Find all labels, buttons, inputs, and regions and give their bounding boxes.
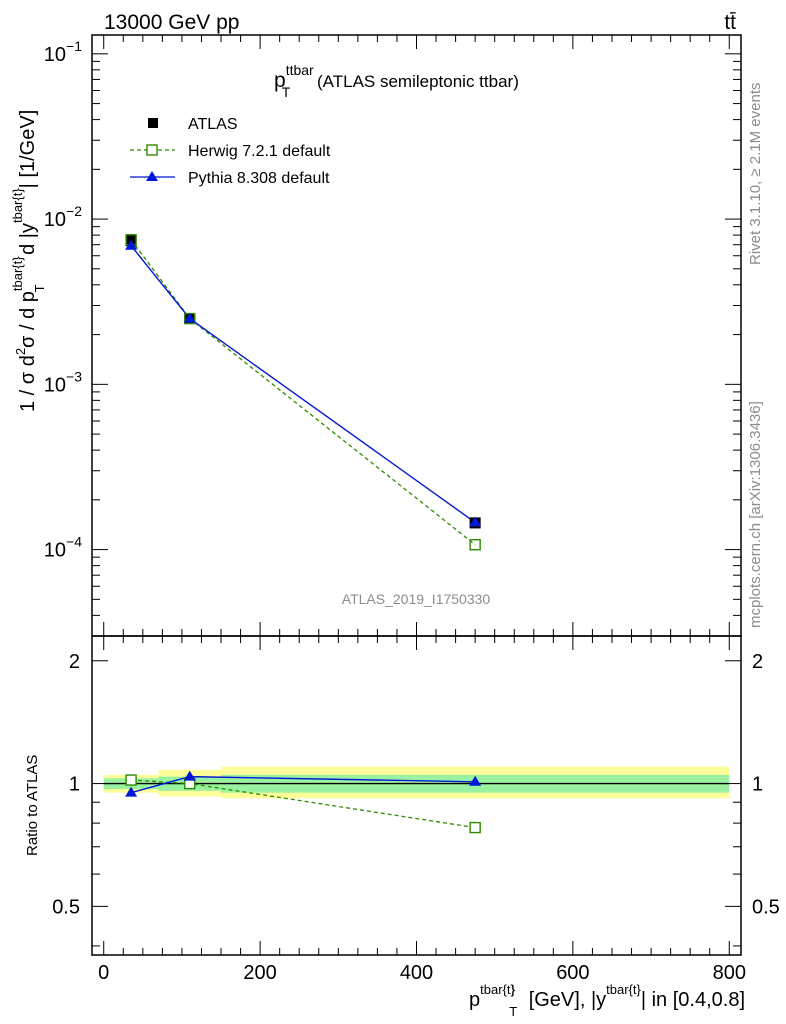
ratio-axis-ticks: 0.5 0.5 1 1 2 2 0 200 400 600 800: [52, 636, 780, 984]
header-energy-label: 13000 GeV pp: [104, 11, 239, 34]
analysis-watermark: ATLAS_2019_I1750330: [342, 591, 491, 607]
x-tick-label: 600: [556, 962, 589, 984]
legend-pythia-marker: [146, 171, 158, 181]
ratio-y-tick-label-right: 2: [752, 651, 763, 673]
plot-title-sup: ttbar: [286, 62, 314, 78]
ratio-y-tick-label-right: 1: [752, 774, 763, 796]
ratio-plot-panel: [103, 766, 730, 834]
x-tick-label: 400: [400, 962, 433, 984]
main-y-axis-label: 1 / σ d2σ / d ptbar{t} T d |ytbar{t}| [1/…: [10, 110, 47, 412]
ratio-y-tick-label-left: 0.5: [52, 896, 80, 918]
ratio-herwig-point: [125, 774, 137, 786]
ratio-y-tick-label-left: 1: [69, 774, 80, 796]
plot-title-sub: T: [282, 84, 291, 100]
rivet-version-label: Rivet 3.1.10, ≥ 2.1M events: [747, 83, 764, 266]
mcplots-credit-label: mcplots.cern.ch [arXiv:1306.3436]: [747, 401, 764, 628]
plot-title-rest: (ATLAS semileptonic ttbar): [312, 72, 519, 91]
ratio-panel-frame: [91, 635, 742, 956]
herwig-point: [469, 539, 481, 551]
main-axis-ticks: 10−4 10−3 10−2 10−1: [44, 35, 741, 637]
x-axis-label: ptbar{t}} T [GeV], |ytbar{t}| in [0.4,0.8…: [469, 982, 745, 1019]
main-plot-panel: [125, 234, 482, 551]
ratio-y-tick-label-right: 0.5: [752, 896, 780, 918]
legend-atlas-label: ATLAS: [188, 116, 238, 133]
ratio-herwig-point: [469, 821, 481, 834]
x-tick-label: 0: [98, 962, 109, 984]
pythia-point: [469, 516, 482, 527]
ratio-pythia-point: [183, 770, 196, 781]
ratio-pythia-point: [469, 775, 482, 786]
ratio-y-axis-label: Ratio to ATLAS: [24, 755, 41, 856]
main-y-tick-label: 10−3: [44, 368, 82, 396]
legend-atlas-marker: [148, 118, 158, 128]
legend-pythia-label: Pythia 8.308 default: [188, 170, 330, 187]
x-tick-label: 200: [243, 962, 276, 984]
legend-herwig-marker: [146, 144, 158, 156]
pythia-point: [125, 239, 138, 250]
main-y-tick-label: 10−4: [44, 534, 82, 562]
legend: ATLAS Herwig 7.2.1 default Pythia 8.308 …: [130, 116, 331, 187]
header-process-label: tt̄: [724, 11, 736, 34]
plot-title-main: p: [274, 69, 286, 92]
plot-frames: 10−4 10−3 10−2 10−1 0.5 0.5 1 1 2 2 0 200 400 600 800: [44, 34, 780, 984]
plot-title: pttbar T (ATLAS semileptonic ttbar): [274, 62, 519, 100]
pythia-point: [183, 312, 196, 323]
legend-herwig-label: Herwig 7.2.1 default: [188, 143, 331, 160]
ratio-y-tick-label-left: 2: [69, 651, 80, 673]
main-y-tick-label: 10−1: [44, 38, 82, 66]
ratio-pythia-point: [125, 786, 138, 797]
x-tick-label: 800: [713, 962, 746, 984]
pythia-line: [130, 245, 476, 524]
herwig-line: [130, 239, 476, 546]
main-y-tick-label: 10−2: [44, 203, 82, 231]
